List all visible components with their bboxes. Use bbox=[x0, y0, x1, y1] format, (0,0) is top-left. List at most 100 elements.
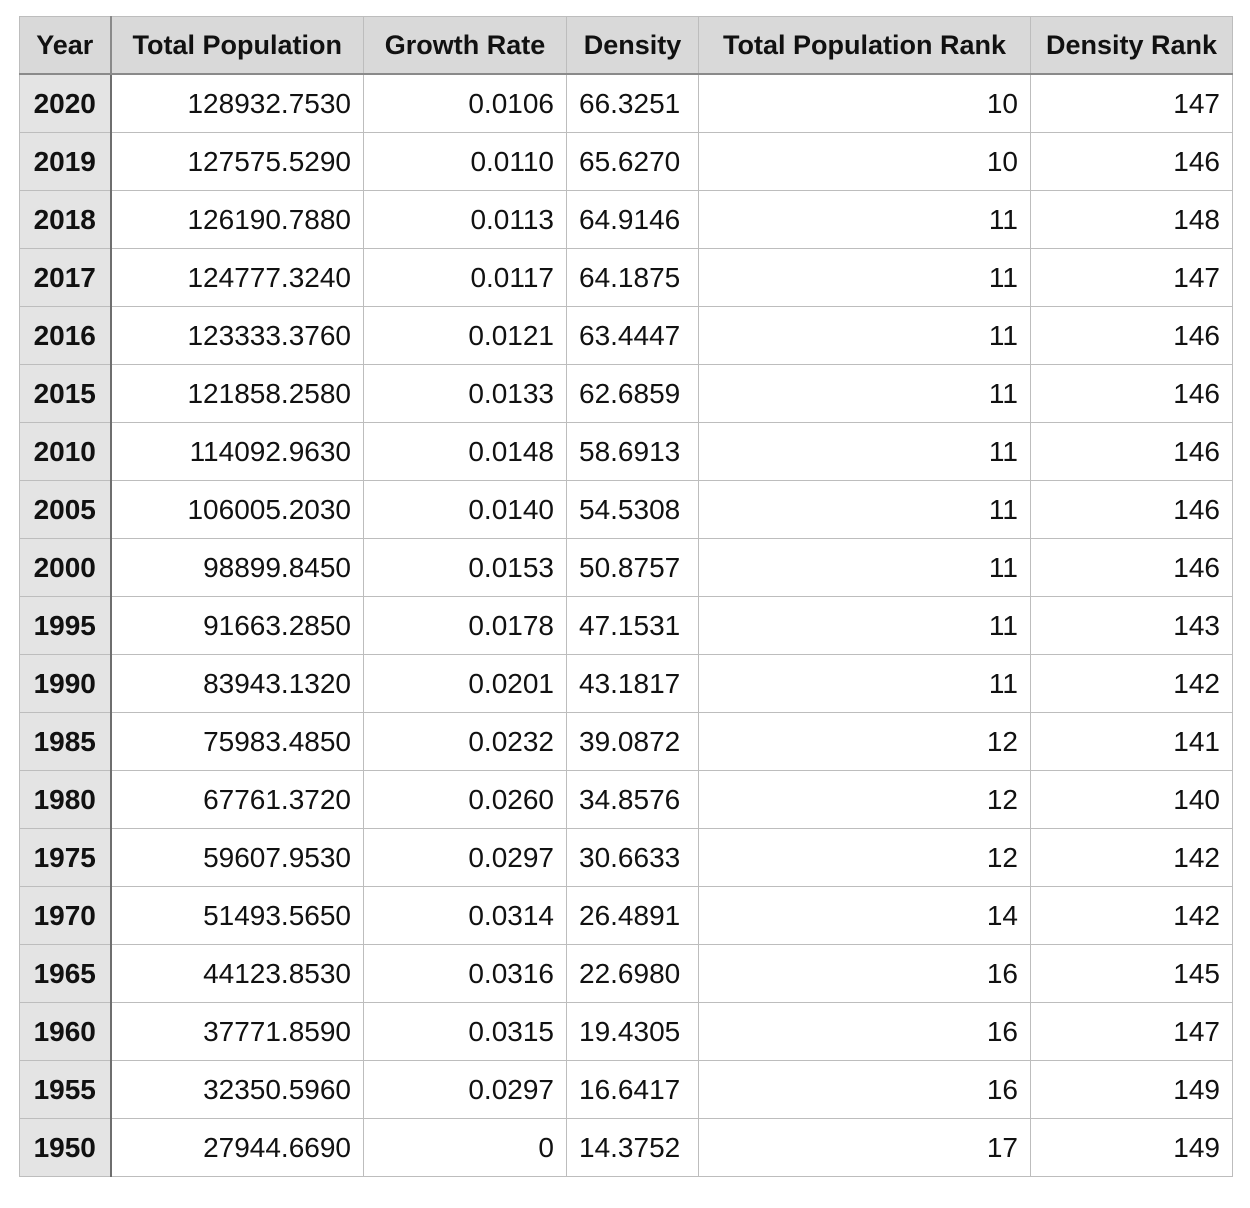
cell-total-population-rank[interactable]: 11 bbox=[698, 538, 1031, 597]
cell-year[interactable]: 2018 bbox=[19, 190, 112, 249]
cell-growth-rate[interactable]: 0.0297 bbox=[363, 1060, 567, 1119]
cell-density[interactable]: 64.9146 bbox=[566, 190, 699, 249]
cell-total-population[interactable]: 67761.3720 bbox=[110, 770, 364, 829]
cell-growth-rate[interactable]: 0.0110 bbox=[363, 132, 567, 191]
cell-growth-rate[interactable]: 0.0148 bbox=[363, 422, 567, 481]
cell-year[interactable]: 1970 bbox=[19, 886, 112, 945]
cell-growth-rate[interactable]: 0.0140 bbox=[363, 480, 567, 539]
cell-total-population[interactable]: 37771.8590 bbox=[110, 1002, 364, 1061]
cell-density-rank[interactable]: 142 bbox=[1030, 886, 1233, 945]
cell-density[interactable]: 47.1531 bbox=[566, 596, 699, 655]
cell-density-rank[interactable]: 146 bbox=[1030, 538, 1233, 597]
cell-total-population[interactable]: 114092.9630 bbox=[110, 422, 364, 481]
column-header-year[interactable]: Year bbox=[19, 16, 112, 75]
cell-total-population-rank[interactable]: 12 bbox=[698, 770, 1031, 829]
cell-total-population-rank[interactable]: 11 bbox=[698, 422, 1031, 481]
cell-growth-rate[interactable]: 0.0117 bbox=[363, 248, 567, 307]
cell-year[interactable]: 1990 bbox=[19, 654, 112, 713]
cell-year[interactable]: 2010 bbox=[19, 422, 112, 481]
cell-total-population[interactable]: 75983.4850 bbox=[110, 712, 364, 771]
cell-total-population-rank[interactable]: 11 bbox=[698, 306, 1031, 365]
cell-total-population[interactable]: 121858.2580 bbox=[110, 364, 364, 423]
cell-total-population-rank[interactable]: 17 bbox=[698, 1118, 1031, 1177]
cell-density[interactable]: 50.8757 bbox=[566, 538, 699, 597]
cell-density-rank[interactable]: 142 bbox=[1030, 654, 1233, 713]
cell-total-population-rank[interactable]: 16 bbox=[698, 1002, 1031, 1061]
cell-total-population-rank[interactable]: 11 bbox=[698, 190, 1031, 249]
cell-density-rank[interactable]: 145 bbox=[1030, 944, 1233, 1003]
cell-growth-rate[interactable]: 0.0133 bbox=[363, 364, 567, 423]
column-header-total-population[interactable]: Total Population bbox=[110, 16, 364, 75]
cell-density[interactable]: 39.0872 bbox=[566, 712, 699, 771]
cell-density[interactable]: 62.6859 bbox=[566, 364, 699, 423]
cell-total-population[interactable]: 123333.3760 bbox=[110, 306, 364, 365]
cell-total-population-rank[interactable]: 12 bbox=[698, 828, 1031, 887]
cell-density-rank[interactable]: 146 bbox=[1030, 422, 1233, 481]
cell-growth-rate[interactable]: 0.0106 bbox=[363, 73, 567, 133]
cell-growth-rate[interactable]: 0.0315 bbox=[363, 1002, 567, 1061]
cell-density[interactable]: 14.3752 bbox=[566, 1118, 699, 1177]
cell-total-population-rank[interactable]: 16 bbox=[698, 1060, 1031, 1119]
cell-year[interactable]: 1985 bbox=[19, 712, 112, 771]
cell-density-rank[interactable]: 147 bbox=[1030, 1002, 1233, 1061]
cell-density[interactable]: 64.1875 bbox=[566, 248, 699, 307]
cell-growth-rate[interactable]: 0.0232 bbox=[363, 712, 567, 771]
cell-growth-rate[interactable]: 0.0314 bbox=[363, 886, 567, 945]
cell-total-population[interactable]: 124777.3240 bbox=[110, 248, 364, 307]
cell-density-rank[interactable]: 146 bbox=[1030, 306, 1233, 365]
cell-density-rank[interactable]: 149 bbox=[1030, 1118, 1233, 1177]
cell-total-population[interactable]: 91663.2850 bbox=[110, 596, 364, 655]
cell-density-rank[interactable]: 140 bbox=[1030, 770, 1233, 829]
cell-total-population[interactable]: 32350.5960 bbox=[110, 1060, 364, 1119]
cell-year[interactable]: 2015 bbox=[19, 364, 112, 423]
cell-year[interactable]: 2005 bbox=[19, 480, 112, 539]
cell-growth-rate[interactable]: 0.0316 bbox=[363, 944, 567, 1003]
cell-total-population[interactable]: 44123.8530 bbox=[110, 944, 364, 1003]
cell-density-rank[interactable]: 142 bbox=[1030, 828, 1233, 887]
cell-density-rank[interactable]: 147 bbox=[1030, 73, 1233, 133]
cell-density-rank[interactable]: 149 bbox=[1030, 1060, 1233, 1119]
cell-growth-rate[interactable]: 0 bbox=[363, 1118, 567, 1177]
column-header-growth-rate[interactable]: Growth Rate bbox=[363, 16, 567, 75]
cell-year[interactable]: 2020 bbox=[19, 73, 112, 133]
cell-total-population-rank[interactable]: 16 bbox=[698, 944, 1031, 1003]
cell-total-population[interactable]: 106005.2030 bbox=[110, 480, 364, 539]
cell-year[interactable]: 1955 bbox=[19, 1060, 112, 1119]
cell-year[interactable]: 2017 bbox=[19, 248, 112, 307]
cell-density[interactable]: 58.6913 bbox=[566, 422, 699, 481]
cell-year[interactable]: 1975 bbox=[19, 828, 112, 887]
cell-growth-rate[interactable]: 0.0113 bbox=[363, 190, 567, 249]
cell-year[interactable]: 1965 bbox=[19, 944, 112, 1003]
cell-density-rank[interactable]: 147 bbox=[1030, 248, 1233, 307]
cell-density[interactable]: 30.6633 bbox=[566, 828, 699, 887]
cell-year[interactable]: 1980 bbox=[19, 770, 112, 829]
cell-growth-rate[interactable]: 0.0260 bbox=[363, 770, 567, 829]
cell-total-population-rank[interactable]: 12 bbox=[698, 712, 1031, 771]
cell-year[interactable]: 2000 bbox=[19, 538, 112, 597]
cell-total-population-rank[interactable]: 14 bbox=[698, 886, 1031, 945]
cell-growth-rate[interactable]: 0.0121 bbox=[363, 306, 567, 365]
cell-total-population[interactable]: 27944.6690 bbox=[110, 1118, 364, 1177]
cell-growth-rate[interactable]: 0.0297 bbox=[363, 828, 567, 887]
cell-total-population[interactable]: 126190.7880 bbox=[110, 190, 364, 249]
cell-total-population-rank[interactable]: 11 bbox=[698, 480, 1031, 539]
cell-total-population-rank[interactable]: 11 bbox=[698, 654, 1031, 713]
cell-density-rank[interactable]: 148 bbox=[1030, 190, 1233, 249]
cell-total-population-rank[interactable]: 11 bbox=[698, 364, 1031, 423]
cell-year[interactable]: 1950 bbox=[19, 1118, 112, 1177]
cell-year[interactable]: 2016 bbox=[19, 306, 112, 365]
cell-density[interactable]: 63.4447 bbox=[566, 306, 699, 365]
cell-total-population-rank[interactable]: 11 bbox=[698, 596, 1031, 655]
cell-density[interactable]: 26.4891 bbox=[566, 886, 699, 945]
cell-total-population[interactable]: 59607.9530 bbox=[110, 828, 364, 887]
cell-density-rank[interactable]: 146 bbox=[1030, 364, 1233, 423]
cell-density[interactable]: 19.4305 bbox=[566, 1002, 699, 1061]
cell-density[interactable]: 54.5308 bbox=[566, 480, 699, 539]
cell-total-population-rank[interactable]: 10 bbox=[698, 73, 1031, 133]
column-header-density-rank[interactable]: Density Rank bbox=[1030, 16, 1233, 75]
cell-total-population[interactable]: 98899.8450 bbox=[110, 538, 364, 597]
cell-density[interactable]: 66.3251 bbox=[566, 73, 699, 133]
cell-density[interactable]: 22.6980 bbox=[566, 944, 699, 1003]
cell-density[interactable]: 65.6270 bbox=[566, 132, 699, 191]
cell-year[interactable]: 1960 bbox=[19, 1002, 112, 1061]
